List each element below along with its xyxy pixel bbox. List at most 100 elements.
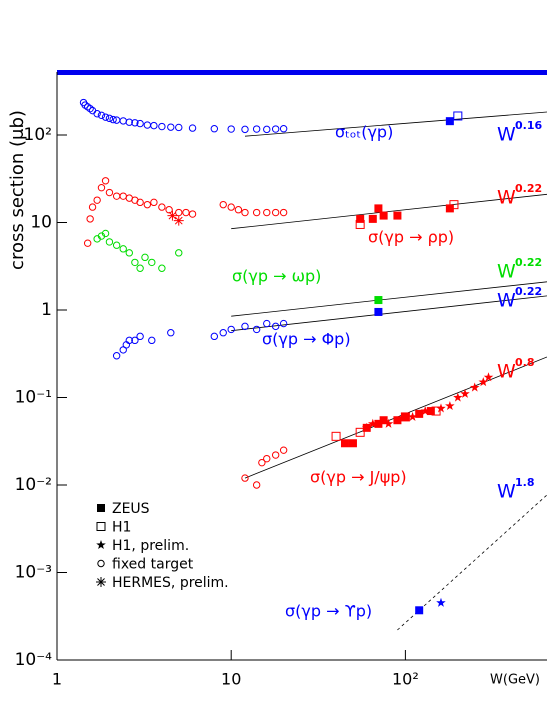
- point: [227, 125, 235, 133]
- point: [175, 249, 183, 257]
- point: [234, 206, 243, 214]
- point: [374, 307, 383, 316]
- point: [112, 352, 121, 360]
- point: [227, 325, 235, 334]
- fit-exponent: 1.8: [515, 476, 535, 489]
- point: [109, 115, 117, 124]
- process-label: σ(γp → ϒp): [285, 602, 372, 621]
- point: [136, 264, 144, 272]
- fit-line: [244, 111, 547, 137]
- point: [119, 117, 127, 125]
- point: [445, 117, 454, 126]
- point: [279, 446, 288, 454]
- point: [97, 183, 106, 192]
- point: [173, 215, 184, 226]
- point: [340, 439, 349, 448]
- point: [252, 208, 261, 217]
- point: [105, 188, 114, 197]
- fit-line: [231, 295, 547, 332]
- fit-line: [231, 193, 547, 230]
- point: [368, 214, 377, 223]
- x-axis-label: W(GeV): [490, 673, 540, 688]
- point: [470, 382, 480, 392]
- fit-exponent: 0.22: [515, 285, 542, 298]
- fit-label: W: [497, 361, 516, 383]
- point: [279, 208, 288, 217]
- y-tick-label: 10⁻¹: [15, 388, 52, 408]
- point: [158, 122, 166, 131]
- point: [355, 427, 365, 437]
- point: [258, 458, 266, 467]
- point: [379, 211, 388, 220]
- point: [453, 111, 463, 121]
- point: [210, 125, 219, 133]
- point: [374, 204, 383, 213]
- point: [436, 403, 446, 413]
- fit-label: W: [497, 124, 516, 146]
- y-tick-label: 10²: [24, 125, 52, 145]
- point: [252, 481, 261, 489]
- point: [175, 208, 183, 217]
- point: [241, 208, 249, 217]
- point: [131, 119, 139, 127]
- point: [271, 208, 280, 217]
- point: [143, 121, 152, 129]
- fit-exponent: 0.16: [515, 119, 542, 132]
- y-tick-label: 10⁻²: [15, 475, 52, 495]
- process-label: σ(γp → Φp): [262, 330, 351, 349]
- process-label: σₜₒₜ(γp): [335, 123, 393, 142]
- point: [86, 104, 94, 113]
- point: [393, 416, 402, 425]
- legend-label: H1: [112, 520, 131, 536]
- x-tick-label: 10: [221, 670, 241, 689]
- point: [252, 325, 261, 334]
- legend-marker: [96, 540, 106, 549]
- point: [188, 210, 197, 218]
- x-tick-label: 10²: [392, 670, 419, 689]
- point: [401, 412, 410, 421]
- point: [368, 418, 378, 428]
- point: [460, 388, 470, 398]
- point: [374, 419, 383, 428]
- process-label: σ(γp → J/ψp): [310, 468, 407, 487]
- point: [83, 239, 92, 247]
- process-label: σ(γp → ρp): [368, 228, 454, 247]
- fit-label: W: [497, 261, 516, 283]
- point: [158, 264, 166, 272]
- fit-label: W: [497, 290, 516, 312]
- point: [420, 406, 430, 416]
- point: [383, 418, 394, 428]
- point: [279, 125, 288, 133]
- legend-marker: [97, 559, 105, 568]
- fit-exponent: 0.22: [515, 182, 542, 195]
- x-tick-label: 1: [52, 670, 62, 689]
- point: [271, 451, 280, 459]
- point: [227, 203, 235, 211]
- point: [125, 249, 133, 257]
- point: [167, 329, 175, 337]
- point: [93, 196, 101, 204]
- point: [331, 431, 341, 441]
- point: [101, 113, 110, 121]
- point: [119, 192, 127, 200]
- y-tick-label: 1: [41, 300, 52, 320]
- point: [453, 392, 463, 402]
- point: [88, 203, 97, 211]
- point: [112, 192, 121, 200]
- point: [122, 341, 131, 349]
- point: [271, 322, 280, 331]
- point: [356, 214, 365, 223]
- point: [125, 336, 133, 345]
- point: [131, 258, 139, 267]
- point: [407, 411, 418, 421]
- point: [175, 123, 183, 132]
- point: [143, 200, 152, 209]
- point: [426, 407, 435, 416]
- point: [393, 211, 402, 220]
- point: [263, 454, 271, 463]
- y-axis-label: cross section (μb): [7, 110, 28, 270]
- point: [279, 319, 288, 328]
- point: [379, 416, 388, 425]
- point: [415, 409, 424, 418]
